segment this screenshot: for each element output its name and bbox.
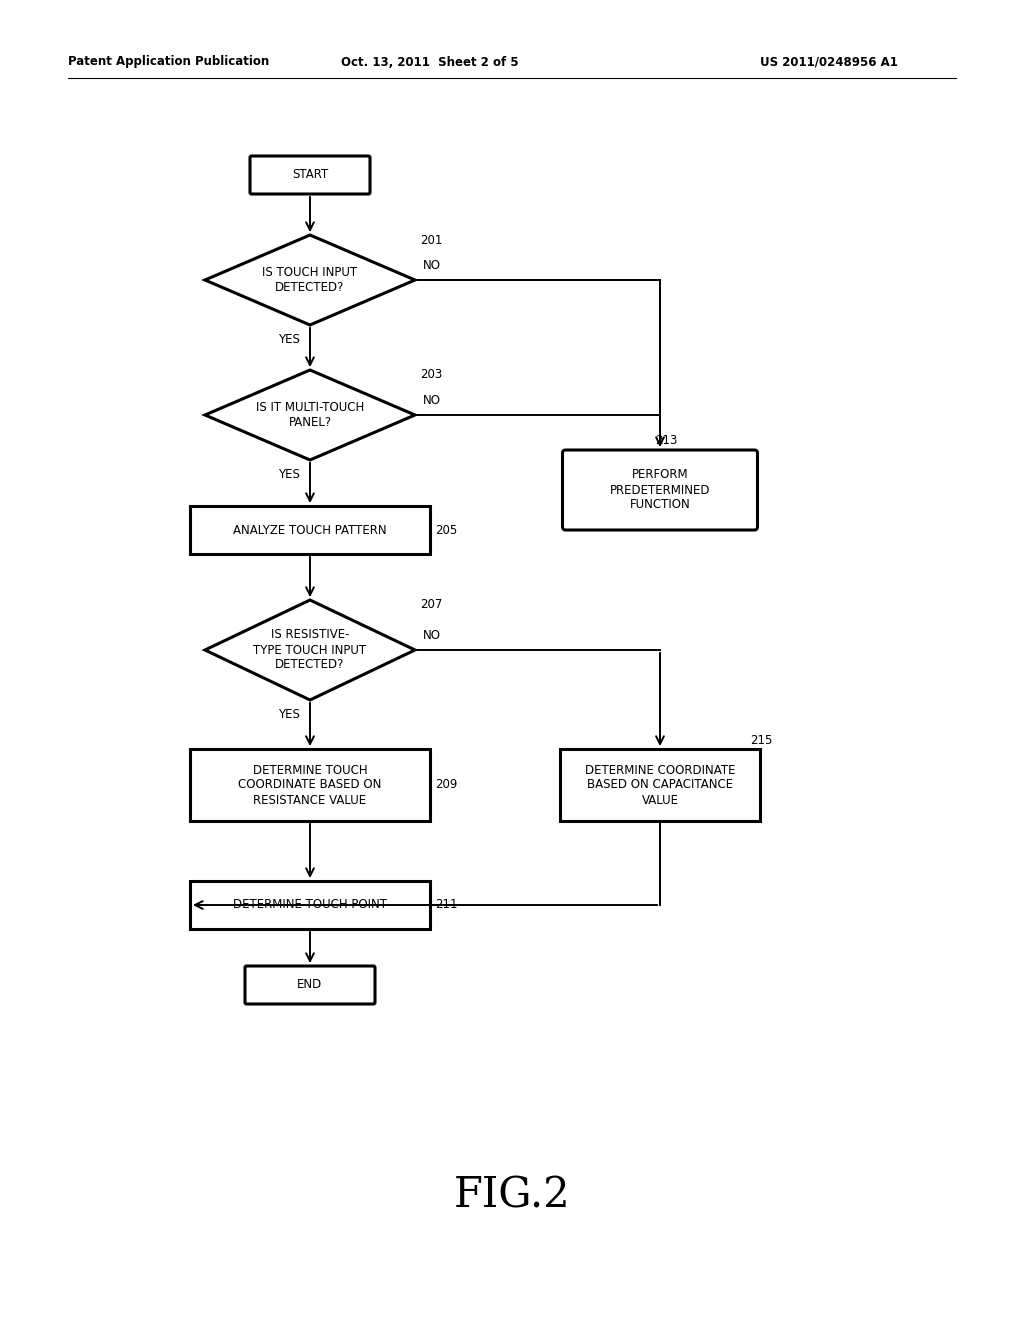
Text: ANALYZE TOUCH PATTERN: ANALYZE TOUCH PATTERN	[233, 524, 387, 536]
Bar	[560, 748, 760, 821]
Text: YES: YES	[279, 708, 300, 721]
Text: 211: 211	[435, 899, 458, 912]
Text: DETERMINE COORDINATE
BASED ON CAPACITANCE
VALUE: DETERMINE COORDINATE BASED ON CAPACITANC…	[585, 763, 735, 807]
Text: 207: 207	[420, 598, 442, 611]
Text: Patent Application Publication: Patent Application Publication	[68, 55, 269, 69]
FancyBboxPatch shape	[245, 966, 375, 1005]
FancyBboxPatch shape	[250, 156, 370, 194]
Bar	[190, 880, 430, 929]
Text: 203: 203	[420, 368, 442, 381]
FancyBboxPatch shape	[562, 450, 758, 531]
Polygon shape	[205, 601, 415, 700]
Text: DETERMINE TOUCH POINT: DETERMINE TOUCH POINT	[233, 899, 387, 912]
Text: 213: 213	[655, 433, 677, 446]
Text: 201: 201	[420, 234, 442, 247]
Polygon shape	[205, 235, 415, 325]
Text: 215: 215	[750, 734, 772, 747]
Text: 205: 205	[435, 524, 458, 536]
Text: PERFORM
PREDETERMINED
FUNCTION: PERFORM PREDETERMINED FUNCTION	[609, 469, 711, 511]
Text: 209: 209	[435, 779, 458, 792]
Polygon shape	[205, 370, 415, 459]
Text: Oct. 13, 2011  Sheet 2 of 5: Oct. 13, 2011 Sheet 2 of 5	[341, 55, 519, 69]
Text: START: START	[292, 169, 328, 181]
Text: NO: NO	[423, 259, 441, 272]
Bar	[190, 506, 430, 554]
Text: YES: YES	[279, 333, 300, 346]
Text: NO: NO	[423, 393, 441, 407]
Text: YES: YES	[279, 469, 300, 480]
Text: IS RESISTIVE-
TYPE TOUCH INPUT
DETECTED?: IS RESISTIVE- TYPE TOUCH INPUT DETECTED?	[253, 628, 367, 672]
Text: DETERMINE TOUCH
COORDINATE BASED ON
RESISTANCE VALUE: DETERMINE TOUCH COORDINATE BASED ON RESI…	[239, 763, 382, 807]
Text: IS TOUCH INPUT
DETECTED?: IS TOUCH INPUT DETECTED?	[262, 267, 357, 294]
Bar	[190, 748, 430, 821]
Text: US 2011/0248956 A1: US 2011/0248956 A1	[760, 55, 898, 69]
Text: END: END	[297, 978, 323, 991]
Text: IS IT MULTI-TOUCH
PANEL?: IS IT MULTI-TOUCH PANEL?	[256, 401, 365, 429]
Text: NO: NO	[423, 630, 441, 642]
Text: FIG.2: FIG.2	[454, 1173, 570, 1216]
